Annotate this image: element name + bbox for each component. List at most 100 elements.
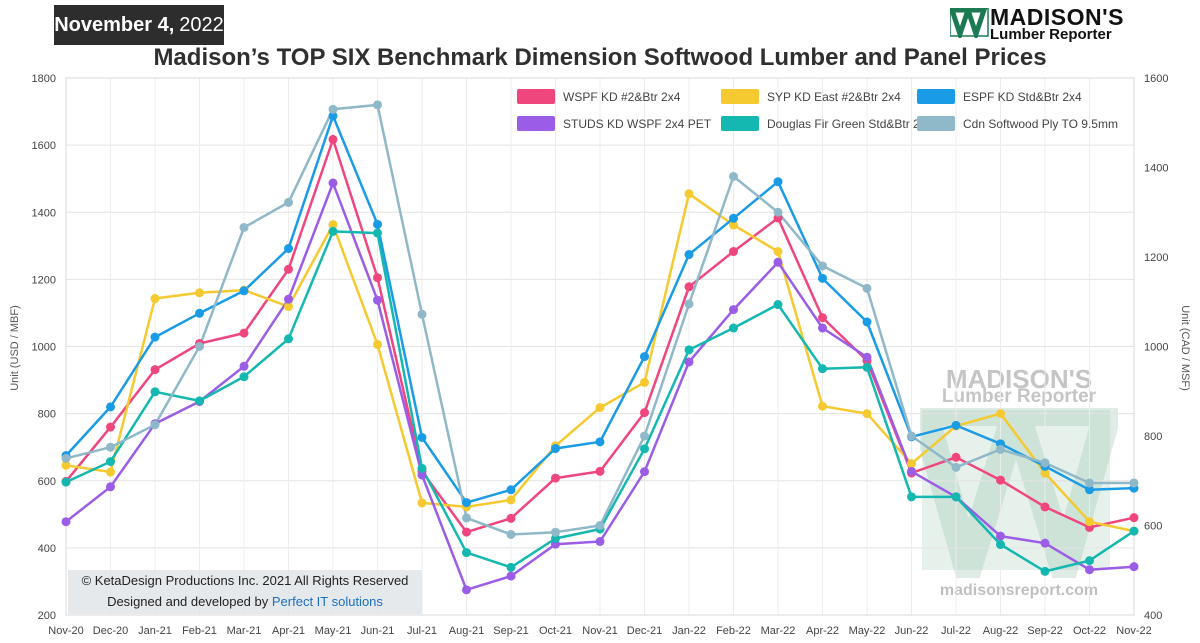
data-point [640,408,649,418]
x-tick-label: Jul-21 [407,625,437,637]
data-point [106,442,115,452]
data-point [106,422,115,432]
data-point [1040,468,1050,478]
legend-label: ESPF KD Std&Btr 2x4 [963,90,1082,104]
data-point [684,189,694,199]
legend-label: Cdn Softwood Ply TO 9.5mm [963,117,1118,131]
data-point [640,444,649,454]
legend: WSPF KD #2&Btr 2x4 SYP KD East #2&Btr 2x4… [517,89,1118,131]
data-point [862,352,872,362]
legend-swatch [721,89,759,104]
copyright-box: © KetaDesign Productions Inc. 2021 All R… [68,570,422,614]
data-point [373,339,382,349]
data-point [1040,566,1050,576]
data-point [1129,562,1139,572]
data-point [462,498,471,508]
x-tick-label: May-22 [849,625,886,637]
data-point [506,571,516,581]
data-point [373,219,382,229]
x-tick-label: Nov-20 [48,625,83,637]
x-tick-label: Sep-22 [1027,625,1062,637]
data-point [506,513,516,523]
data-point [284,197,293,207]
legend-label: Douglas Fir Green Std&Btr 2x4 [767,117,933,131]
data-point [150,387,160,397]
data-point [1040,458,1050,468]
data-point [328,178,338,188]
y2-tick-label: 800 [1144,431,1162,443]
data-point [417,432,427,442]
data-point [239,222,249,232]
data-point [373,100,382,110]
data-point [818,313,827,323]
data-point [729,323,738,333]
data-point [951,452,961,462]
data-point [684,250,694,260]
legend-swatch [917,116,955,131]
data-point [818,323,827,333]
data-point [729,171,738,181]
data-point [284,264,293,274]
y2-axis-title: Unit (CAD / MSF) [1179,305,1191,391]
data-point [684,299,694,309]
legend-swatch [917,89,955,104]
grid-lines [65,77,1135,616]
legend-label: STUDS KD WSPF 2x4 PET [563,117,712,131]
data-point [61,517,71,527]
data-point [773,257,783,267]
x-tick-label: Feb-22 [716,625,751,637]
data-point [462,548,471,558]
y-tick-label: 1000 [32,342,56,354]
data-point [640,377,649,387]
data-point [907,459,916,469]
data-point [818,364,827,374]
x-tick-label: Sep-21 [493,625,528,637]
x-tick-label: Aug-22 [983,625,1018,637]
data-point [907,431,916,441]
data-point [996,444,1005,454]
data-point [150,365,160,375]
data-point [61,453,71,463]
data-point [239,286,249,296]
data-point [373,228,382,238]
credits-line: Designed and developed by Perfect IT sol… [68,591,422,612]
data-point [996,409,1005,419]
y-tick-label: 1200 [32,274,56,286]
copyright-text: © KetaDesign Productions Inc. 2021 All R… [81,573,409,588]
y-tick-label: 800 [38,409,56,421]
y-tick-label: 1400 [32,207,56,219]
y2-tick-label: 1600 [1144,73,1168,85]
brand-logo: MADISON'S Lumber Reporter [950,4,1160,46]
y-tick-label: 200 [38,610,56,622]
credits-prefix: Designed and developed by [107,594,269,609]
data-point [284,334,293,344]
data-point [551,533,560,543]
data-point [996,531,1005,541]
x-tick-label: Dec-20 [93,625,128,637]
data-point [239,328,249,338]
data-point [106,482,115,492]
data-point [106,402,115,412]
x-tick-label: Jan-22 [672,625,706,637]
data-point [506,562,516,572]
data-point [417,470,427,480]
data-point [1085,485,1094,495]
date-badge: November 4, 2022 [54,5,224,45]
data-point [640,352,649,362]
data-point [729,305,738,315]
chart-title: Madison’s TOP SIX Benchmark Dimension So… [153,44,1047,71]
date-year: 2022 [179,13,224,36]
data-point [417,463,427,473]
data-point [951,420,961,430]
data-point [1040,538,1050,548]
data-point [595,536,605,546]
data-point [862,409,872,419]
data-point [996,475,1005,485]
data-point [373,273,382,283]
data-point [328,226,338,236]
axes: 200 400 600 800 1000 1200 1400 1600 1800 400 600 80… [32,73,1169,637]
data-point [150,294,160,304]
x-tick-label: Oct-22 [1073,625,1106,637]
credits-link[interactable]: Perfect IT solutions [271,594,383,609]
